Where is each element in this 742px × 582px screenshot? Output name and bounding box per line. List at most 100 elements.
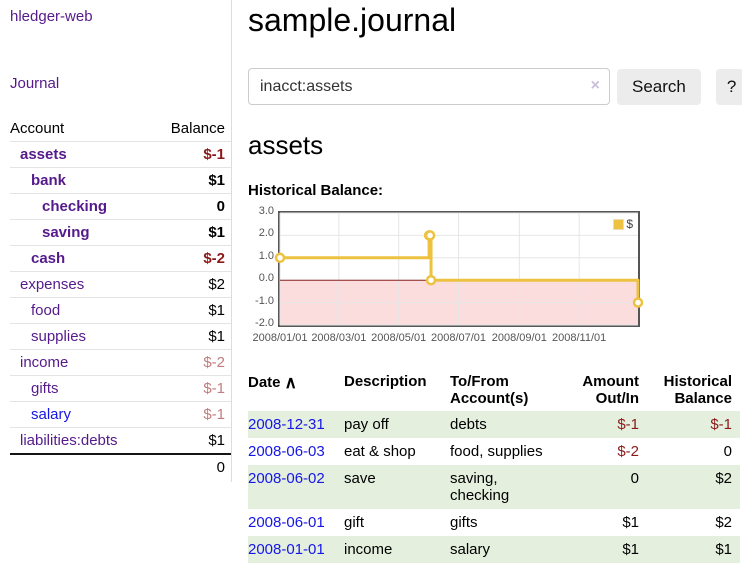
register-row: 2008-12-31 pay off debts $-1 $-1 (248, 411, 740, 438)
amount-column-header: Amount Out/In (582, 373, 639, 407)
sidebar-account-link[interactable]: cash (31, 250, 66, 267)
transaction-description: pay off (344, 416, 389, 433)
transaction-amount-cell: $1 (562, 536, 647, 563)
app-brand-link[interactable]: hledger-web (10, 8, 93, 25)
transaction-balance-cell: $2 (647, 465, 740, 509)
transaction-date-link-cell: 2008-12-31 (248, 411, 344, 438)
sidebar-account-link[interactable]: assets (20, 146, 67, 163)
account-row: salary $-1 (10, 401, 231, 428)
sidebar-account-link[interactable]: supplies (31, 328, 87, 345)
transaction-description: gift (344, 514, 365, 531)
legend-swatch-icon (613, 218, 625, 230)
transaction-date-link[interactable]: 2008-06-01 (248, 514, 325, 531)
account-row: cash $-2 (10, 245, 231, 272)
accounts-total-row: 0 (10, 453, 231, 480)
sidebar-account-link[interactable]: liabilities:debts (20, 432, 118, 449)
account-name-cell: bank (10, 167, 152, 194)
chart-title: Historical Balance: (248, 182, 384, 199)
sidebar-account-link[interactable]: gifts (31, 380, 59, 397)
sidebar: hledger-web Journal Account Balance asse… (0, 0, 232, 482)
spacer (10, 453, 152, 480)
description-column-header: Description (344, 373, 427, 390)
account-row: supplies $1 (10, 323, 231, 350)
transaction-date-link[interactable]: 2008-06-03 (248, 443, 325, 460)
search-input[interactable] (248, 68, 610, 105)
search-button[interactable]: Search (617, 68, 701, 105)
accounts-column-header: To/From Account(s) (450, 373, 529, 407)
transaction-description-cell: income (344, 536, 450, 563)
page-title: sample.journal (248, 2, 457, 38)
chart-plot-area[interactable]: $ (274, 211, 644, 327)
transaction-amount-cell: $-1 (562, 411, 647, 438)
account-balance: $2 (151, 271, 231, 298)
account-balance: $-1 (151, 401, 231, 428)
sidebar-account-link[interactable]: expenses (20, 276, 85, 293)
account-balance: $1 (151, 297, 231, 324)
transaction-description-cell: gift (344, 509, 450, 536)
sidebar-account-link[interactable]: saving (42, 224, 90, 241)
transaction-balance-cell: 0 (647, 438, 740, 465)
y-axis-tick-label: 3.0 (258, 205, 274, 217)
account-name-cell: supplies (10, 323, 152, 350)
transaction-amount: $-2 (617, 443, 639, 460)
x-axis-tick-label: 2008/03/01 (311, 332, 367, 344)
transaction-date-link-cell: 2008-06-01 (248, 509, 344, 536)
account-row: food $1 (10, 297, 231, 324)
account-row: income $-2 (10, 349, 231, 376)
transaction-balance: $-1 (710, 416, 732, 433)
account-row: liabilities:debts $1 (10, 427, 231, 454)
sidebar-account-link[interactable]: salary (31, 406, 72, 423)
transaction-description-cell: eat & shop (344, 438, 450, 465)
x-axis-tick-label: 2008/09/01 (491, 332, 547, 344)
sidebar-account-link[interactable]: bank (31, 172, 67, 189)
account-name-cell: food (10, 297, 152, 324)
register-header-row: Date ∧ Description To/From Account(s) Amo… (248, 369, 740, 411)
account-row: bank $1 (10, 167, 231, 194)
sidebar-account-link[interactable]: checking (42, 198, 108, 215)
account-balance: $1 (151, 427, 231, 454)
accounts-table-header: Account Balance (10, 116, 231, 142)
sidebar-account-link[interactable]: food (31, 302, 61, 319)
help-button[interactable]: ? (715, 68, 742, 105)
sidebar-account-link[interactable]: income (20, 354, 69, 371)
transaction-accounts-cell: saving, checking (450, 465, 562, 509)
transaction-date-link[interactable]: 2008-01-01 (248, 541, 325, 558)
transaction-accounts-cell: gifts (450, 509, 562, 536)
accounts-total-balance: 0 (151, 453, 231, 480)
account-balance: $1 (151, 323, 231, 350)
register-table: Date ∧ Description To/From Account(s) Amo… (248, 369, 740, 563)
accounts-table: Account Balance assets $-1 bank $1 checking 0… (10, 116, 231, 480)
account-balance: $1 (151, 167, 231, 194)
balance-column-header: Balance (170, 120, 225, 137)
date-column-header[interactable]: Date ∧ (248, 373, 297, 392)
x-axis-tick-label: 2008/05/01 (371, 332, 427, 344)
account-row: checking 0 (10, 193, 231, 220)
transaction-date-link[interactable]: 2008-12-31 (248, 416, 325, 433)
clear-search-icon[interactable]: × (590, 77, 600, 94)
transaction-date-link[interactable]: 2008-06-02 (248, 470, 325, 487)
account-balance: $1 (151, 219, 231, 246)
y-axis-tick-label: -2.0 (255, 317, 274, 329)
register-row: 2008-06-03 eat & shop food, supplies $-2 0 (248, 438, 740, 465)
transaction-amount: $1 (622, 541, 639, 558)
transaction-amount-cell: 0 (562, 465, 647, 509)
historical-balance-chart: $ 3.0 2.0 1.0 0.0 -1.0 -2.0 2008/01/01 2008/03/… (248, 205, 742, 348)
account-balance: $-1 (151, 141, 231, 168)
nav-journal-link[interactable]: Journal (10, 75, 60, 92)
transaction-accounts: gifts (450, 514, 478, 531)
register-row: 2008-06-02 save saving, checking 0 $2 (248, 465, 740, 509)
account-name-cell: salary (10, 401, 152, 428)
transaction-description: save (344, 470, 376, 487)
transaction-date-link-cell: 2008-01-01 (248, 536, 344, 563)
transaction-accounts-cell: debts (450, 411, 562, 438)
account-name-cell: assets (10, 141, 152, 168)
y-axis-tick-label: 2.0 (258, 227, 274, 240)
register-row: 2008-01-01 income salary $1 $1 (248, 536, 740, 563)
balance-column-header: Historical Balance (663, 373, 732, 407)
account-row: assets $-1 (10, 141, 231, 168)
transaction-balance: $1 (715, 541, 732, 558)
account-name-cell: expenses (10, 271, 152, 298)
account-name-cell: liabilities:debts (10, 427, 152, 454)
transaction-accounts: salary (450, 541, 491, 558)
